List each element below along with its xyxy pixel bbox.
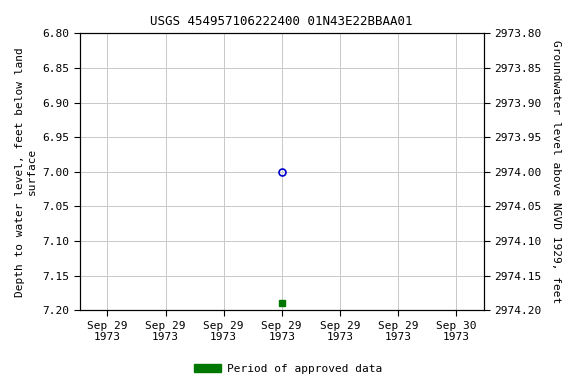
Y-axis label: Depth to water level, feet below land
surface: Depth to water level, feet below land su… [15, 47, 37, 296]
Legend: Period of approved data: Period of approved data [190, 359, 386, 379]
Title: USGS 454957106222400 01N43E22BBAA01: USGS 454957106222400 01N43E22BBAA01 [150, 15, 413, 28]
Y-axis label: Groundwater level above NGVD 1929, feet: Groundwater level above NGVD 1929, feet [551, 40, 561, 303]
